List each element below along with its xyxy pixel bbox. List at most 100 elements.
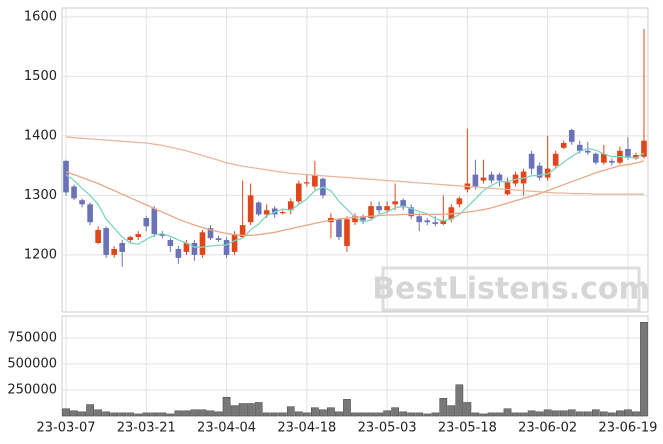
candle-body — [480, 177, 487, 181]
y-tick-label: 250000 — [7, 382, 57, 397]
y-tick-label: 1200 — [24, 247, 57, 262]
volume-bar — [62, 408, 70, 417]
volume-bar — [599, 411, 608, 417]
panel-frame — [61, 7, 649, 313]
candle-body — [312, 174, 318, 187]
volume-bar — [487, 412, 496, 417]
candle-body — [127, 237, 134, 241]
volume-bar — [439, 398, 448, 417]
watermark-box — [381, 266, 641, 312]
x-tick-label: 23-04-04 — [197, 421, 256, 436]
y-tick-label: 1300 — [24, 188, 57, 203]
volume-bar — [294, 411, 303, 417]
volume-bar — [423, 413, 432, 417]
volume-bar — [551, 410, 560, 417]
volume-bar — [511, 412, 520, 417]
candle-body — [544, 168, 551, 178]
candle-body — [223, 240, 230, 255]
candle-body — [135, 234, 142, 238]
candle-body — [352, 216, 358, 223]
candle-body — [111, 248, 117, 255]
candle-body — [456, 198, 463, 205]
candle-body — [295, 183, 302, 202]
volume-bar — [174, 410, 183, 417]
volume-bar — [591, 409, 600, 417]
candle-body — [304, 182, 310, 184]
y-tick-label: 1600 — [24, 9, 57, 24]
volume-bar — [86, 404, 94, 417]
candle-body — [440, 220, 447, 224]
volume-bar — [359, 412, 367, 417]
volume-bar — [575, 411, 584, 417]
candle-body — [368, 206, 374, 219]
volume-bar — [110, 412, 119, 417]
candle-body — [344, 219, 350, 246]
volume-bar — [327, 407, 335, 417]
candle-body — [528, 153, 535, 169]
volume-bar — [407, 412, 416, 417]
volume-bar — [262, 412, 271, 417]
candle-body — [239, 225, 246, 238]
volume-bar — [632, 411, 640, 417]
candle-body — [568, 129, 575, 142]
volume-bar — [134, 413, 143, 417]
volume-bar — [166, 413, 175, 417]
volume-bar — [616, 410, 624, 417]
candle-body — [504, 182, 511, 195]
candle-body — [560, 143, 567, 148]
x-tick-label: 23-05-03 — [358, 421, 417, 436]
volume-bar — [527, 410, 536, 417]
candle-body — [287, 201, 294, 211]
volume-bar — [583, 411, 592, 417]
candle-body — [103, 228, 109, 255]
volume-bar — [391, 407, 399, 417]
volume-bar — [150, 412, 159, 417]
candle-body — [593, 153, 599, 163]
candle-body — [536, 165, 543, 178]
candle-body — [199, 232, 206, 255]
volume-bar — [214, 411, 223, 417]
candle-body — [408, 207, 415, 217]
volume-bar — [190, 409, 199, 417]
x-tick-label: 23-06-02 — [518, 421, 577, 436]
candle-body — [175, 248, 182, 258]
volume-bar — [495, 412, 504, 417]
candle-body — [584, 150, 591, 153]
volume-bar — [567, 409, 576, 417]
candle-body — [552, 153, 559, 166]
volume-bar — [479, 413, 488, 417]
candle-body — [215, 238, 222, 241]
moving-average-line — [65, 136, 644, 195]
volume-bar — [399, 411, 408, 417]
candle-body — [416, 216, 423, 223]
volume-bar — [142, 412, 151, 417]
volume-bar — [238, 403, 247, 417]
volume-bar — [206, 410, 215, 417]
y-tick-label: 750000 — [7, 330, 57, 345]
candle-body — [376, 206, 382, 211]
candle-body — [79, 200, 85, 205]
y-tick-label: 1400 — [24, 128, 57, 143]
volume-bar — [158, 412, 167, 417]
candle-body — [119, 242, 126, 252]
volume-bar — [270, 412, 279, 417]
x-tick-label: 23-04-18 — [277, 421, 336, 436]
candle-body — [191, 242, 198, 255]
candle-body — [71, 186, 77, 199]
volume-bar — [543, 409, 552, 417]
candle-body — [255, 202, 262, 215]
x-tick-label: 23-03-21 — [117, 421, 176, 436]
candle-body — [247, 195, 254, 223]
volume-bar — [608, 412, 616, 417]
candle-body — [167, 240, 174, 246]
candle-body — [384, 206, 390, 211]
candle-body — [641, 140, 647, 157]
x-tick-label: 23-05-18 — [438, 421, 497, 436]
volume-bar — [447, 405, 456, 417]
volume-bar — [431, 412, 440, 417]
candle-body — [279, 212, 286, 214]
candle-body — [424, 220, 431, 223]
volume-bar — [343, 399, 351, 417]
candle-body — [392, 201, 398, 205]
